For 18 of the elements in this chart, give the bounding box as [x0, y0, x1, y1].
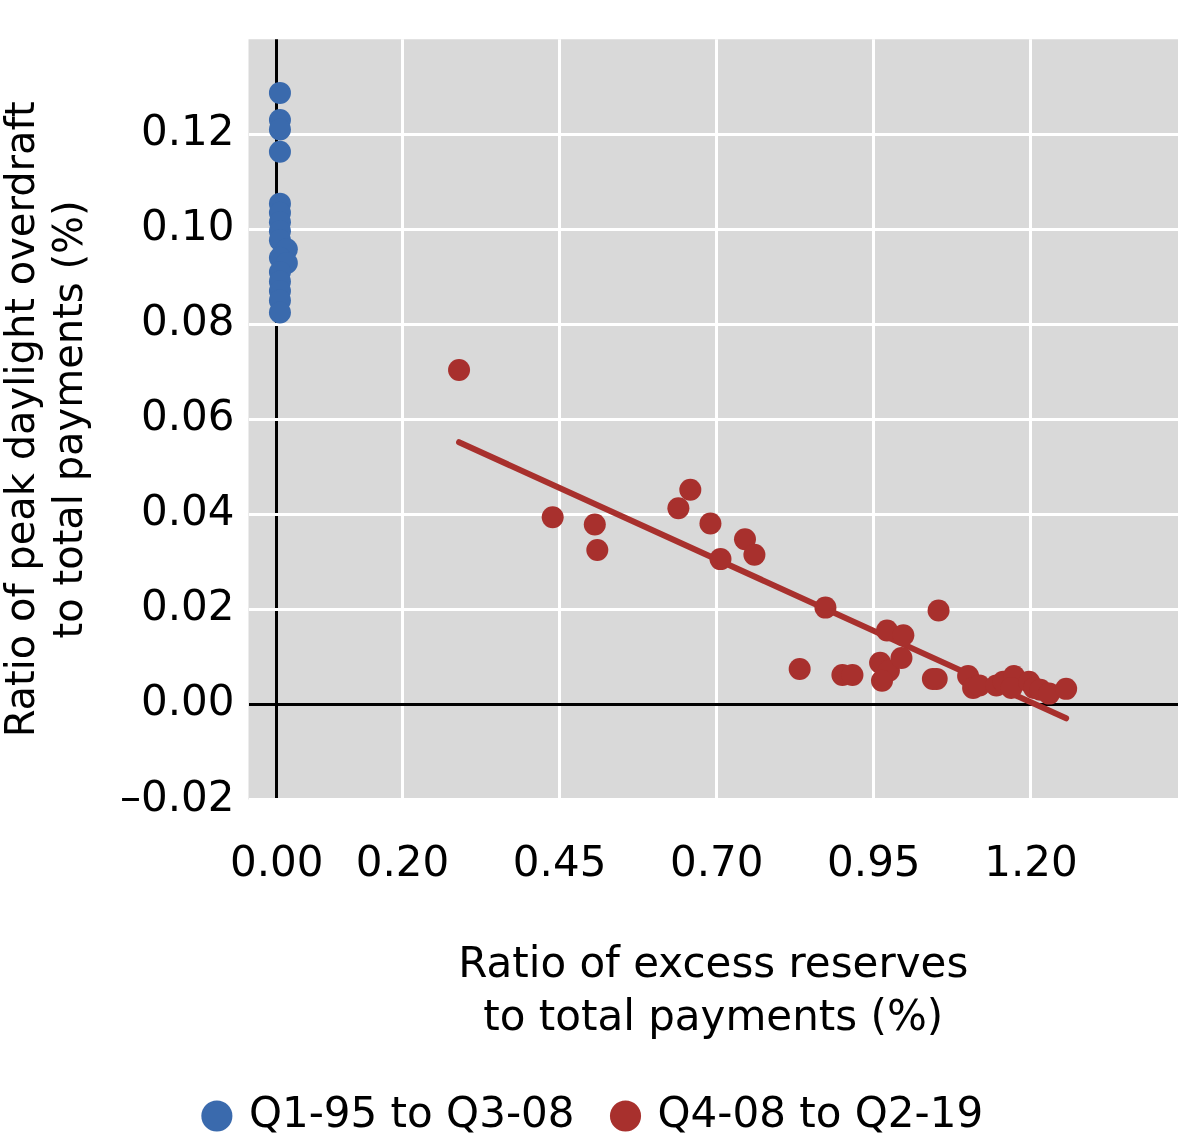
- legend-label: Q4-08 to Q2-19: [657, 1087, 984, 1137]
- legend-label: Q1-95 to Q3-08: [248, 1087, 575, 1137]
- y-tick-label: 0.04: [141, 486, 235, 536]
- y-axis-title: Ratio of peak daylight overdraft to total payments (%): [0, 101, 92, 738]
- x-tick-label: 0.70: [669, 836, 764, 886]
- x-axis-title: Ratio of excess reserves to total payments (%): [458, 938, 969, 1040]
- x-tick-label: 0.45: [512, 836, 607, 886]
- y-tick-label: 0.08: [141, 296, 235, 346]
- x-tick-label: 0.95: [827, 836, 921, 886]
- y-tick-label: 0.10: [141, 201, 235, 251]
- y-tick-label: –0.02: [120, 771, 235, 821]
- y-tick-label: 0.12: [141, 106, 235, 156]
- x-tick-label: 1.20: [984, 836, 1078, 886]
- x-tick-label: 0.00: [230, 836, 324, 886]
- x-tick-label: 0.20: [355, 836, 450, 886]
- y-tick-label: 0.02: [141, 581, 235, 631]
- y-tick-label: 0.00: [141, 676, 235, 726]
- y-tick-label: 0.06: [141, 391, 235, 441]
